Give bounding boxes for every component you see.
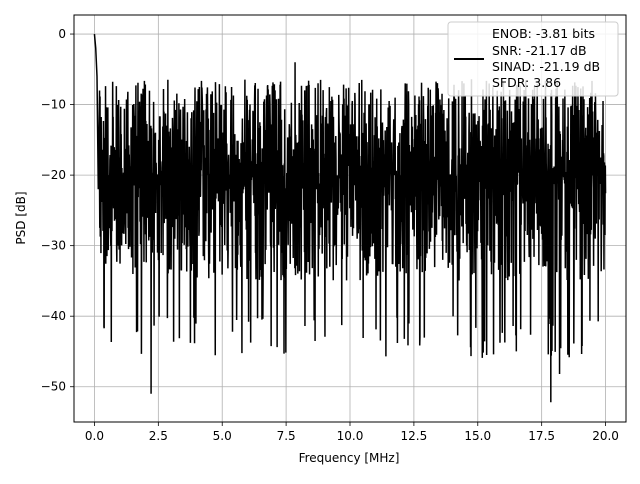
- legend-entry-enob: ENOB: -3.81 bits: [492, 26, 595, 41]
- x-tick-label: 0.0: [85, 429, 104, 443]
- x-axis: 0.0 2.5 5.0 7.5 10.0 12.5 15.0 17.5 20.0: [85, 422, 619, 443]
- x-tick-label: 17.5: [528, 429, 555, 443]
- x-tick-label: 5.0: [213, 429, 232, 443]
- x-tick-label: 12.5: [401, 429, 428, 443]
- legend-entry-sinad: SINAD: -21.19 dB: [492, 59, 600, 74]
- x-tick-label: 10.0: [337, 429, 364, 443]
- x-tick-label: 2.5: [149, 429, 168, 443]
- y-axis-label: PSD [dB]: [14, 191, 28, 244]
- legend: ENOB: -3.81 bits SNR: -21.17 dB SINAD: -…: [447, 21, 619, 97]
- y-tick-label: 0: [58, 27, 66, 41]
- y-tick-label: −10: [41, 98, 66, 112]
- legend-entry-snr: SNR: -21.17 dB: [492, 43, 587, 58]
- y-tick-label: −40: [41, 309, 66, 323]
- legend-box: [447, 21, 619, 97]
- x-tick-label: 15.0: [464, 429, 491, 443]
- y-axis: 0 −10 −20 −30 −40 −50: [41, 27, 74, 394]
- x-axis-label: Frequency [MHz]: [299, 451, 400, 465]
- y-tick-label: −20: [41, 168, 66, 182]
- x-tick-label: 20.0: [592, 429, 619, 443]
- psd-series-line: [93, 33, 607, 403]
- x-tick-label: 7.5: [277, 429, 296, 443]
- y-tick-label: −50: [41, 380, 66, 394]
- legend-entry-sfdr: SFDR: 3.86: [492, 75, 561, 90]
- series-layer: [93, 33, 607, 403]
- y-tick-label: −30: [41, 239, 66, 253]
